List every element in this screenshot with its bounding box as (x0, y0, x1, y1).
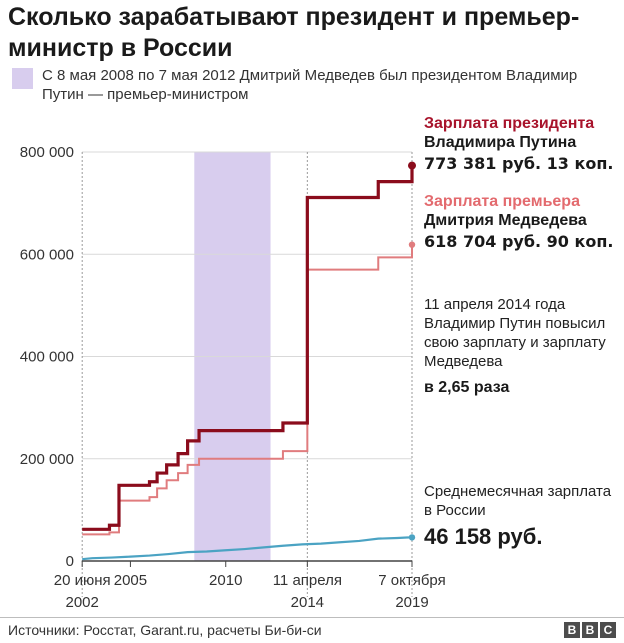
president-endpoint-marker (408, 161, 416, 170)
president-salary-value: 773 381 руб. 13 коп. (424, 154, 614, 173)
president-series-line (82, 165, 414, 531)
bbc-logo-b2: B (582, 622, 598, 638)
president-name: Владимира Путина (424, 134, 577, 151)
x-tick-label: 2002 (66, 594, 99, 611)
legend-text: С 8 мая 2008 по 7 мая 2012 Дмитрий Медве… (42, 67, 578, 103)
pm-salary-value: 618 704 руб. 90 коп. (424, 232, 614, 251)
legend-swatch (12, 68, 33, 89)
raise-note: 11 апреля 2014 года Владимир Путин повыс… (424, 296, 606, 370)
x-tick-label: 2014 (291, 594, 324, 611)
y-tick-label: 200 000 (20, 451, 74, 468)
y-tick-label: 800 000 (20, 144, 74, 161)
footer-divider (0, 617, 624, 618)
bbc-logo: B B C (564, 622, 616, 638)
raise-factor: в 2,65 раза (424, 379, 510, 396)
chart-title: Сколько зарабатывают президент и премьер… (8, 3, 580, 62)
pm-name: Дмитрия Медведева (424, 212, 587, 229)
average-series-line (82, 536, 413, 561)
y-tick-label: 0 (66, 553, 74, 570)
x-tick-label: 11 апреля (273, 572, 342, 589)
average-salary-label: Среднемесячная зарплата в России (424, 483, 612, 519)
x-tick-label: 20 июня (54, 572, 111, 589)
pm-salary-title: Зарплата премьера (424, 193, 580, 210)
pm-endpoint-marker (408, 241, 416, 248)
president-salary-title: Зарплата президента (424, 115, 595, 132)
bbc-logo-b1: B (564, 622, 580, 638)
bbc-logo-c: C (600, 622, 616, 638)
x-tick-label: 2010 (209, 572, 242, 589)
y-tick-label: 400 000 (20, 349, 74, 366)
average-endpoint-marker (408, 534, 416, 541)
source-text: Источники: Росстат, Garant.ru, расчеты Б… (8, 622, 322, 638)
chart-svg: 0 200 000 400 000 600 000 800 000 20 июня 2002… (20, 144, 446, 611)
x-tick-label: 7 октября (378, 572, 445, 589)
x-tick-label: 2019 (395, 594, 428, 611)
average-salary-value: 46 158 руб. (424, 524, 543, 549)
y-tick-label: 600 000 (20, 246, 74, 263)
x-tick-label: 2005 (114, 572, 147, 589)
